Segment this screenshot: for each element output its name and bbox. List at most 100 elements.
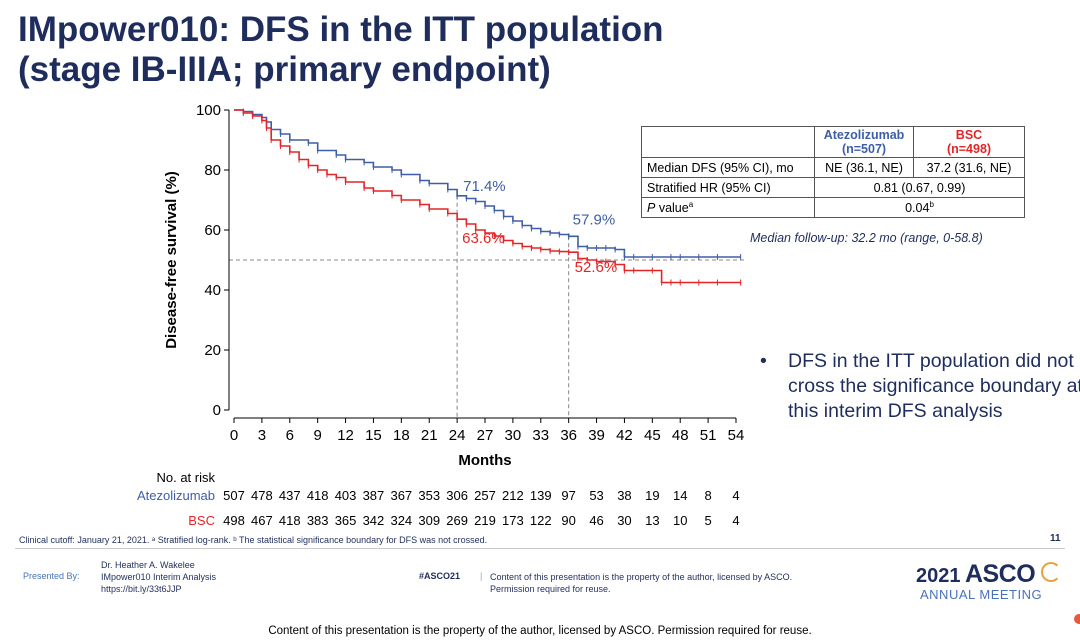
- risk-value: 383: [307, 513, 329, 528]
- risk-value: 309: [418, 513, 440, 528]
- pvalue-number: 0.04: [905, 201, 930, 216]
- risk-value: 269: [446, 513, 468, 528]
- corner-dot-icon: [1074, 614, 1080, 624]
- median-label: Median DFS (95% CI), mo: [641, 157, 815, 178]
- bullet-icon: •: [760, 350, 767, 372]
- x-tick-label-36: 36: [560, 427, 577, 444]
- y-tick-label-0: 0: [213, 402, 221, 419]
- y-tick-label-40: 40: [204, 282, 221, 299]
- stats-header-atezolizumab: Atezolizumab (n=507): [814, 126, 914, 158]
- asco-logo: 2021 ASCO ANNUAL MEETING: [916, 560, 1066, 602]
- x-tick-label-51: 51: [700, 427, 717, 444]
- risk-value: 10: [673, 513, 687, 528]
- risk-value: 367: [390, 488, 412, 503]
- x-tick-label-18: 18: [393, 427, 410, 444]
- pvalue-label: P valuea: [641, 197, 815, 218]
- atz-header: Atezolizumab: [823, 128, 905, 142]
- stats-header-row: Atezolizumab (n=507) BSC (n=498): [641, 126, 1025, 158]
- median-bsc: 37.2 (31.6, NE): [913, 157, 1025, 178]
- stats-row-median: Median DFS (95% CI), mo NE (36.1, NE) 37…: [641, 157, 1025, 178]
- page-number: 11: [1050, 533, 1061, 544]
- hashtag: #ASCO21: [419, 571, 461, 581]
- x-tick-label-9: 9: [313, 427, 321, 444]
- presenter-info: Dr. Heather A. Wakelee IMpower010 Interi…: [101, 559, 216, 595]
- bsc-header: BSC: [955, 128, 983, 142]
- pvalue-p: P: [647, 201, 656, 216]
- risk-value: 387: [363, 488, 385, 503]
- stats-header-bsc: BSC (n=498): [913, 126, 1025, 158]
- logo-year: 2021: [916, 565, 961, 587]
- slide: IMpower010: DFS in the ITT population (s…: [15, 10, 1080, 624]
- risk-value: 212: [502, 488, 524, 503]
- risk-value: 5: [704, 513, 711, 528]
- risk-value: 53: [589, 488, 603, 503]
- stats-row-hr: Stratified HR (95% CI) 0.81 (0.67, 0.99): [641, 177, 1025, 198]
- risk-value: 97: [561, 488, 575, 503]
- content-note-line2: Permission required for reuse.: [490, 584, 611, 594]
- x-tick-label-12: 12: [337, 427, 354, 444]
- chart-labels: 71.4% 57.9% 63.6% 52.6%: [462, 178, 617, 276]
- atz-n: (n=507): [841, 142, 887, 156]
- survival-label-atezolizumab-24: 71.4%: [463, 178, 506, 195]
- logo-word: ASCO: [964, 560, 1036, 588]
- risk-value: 403: [335, 488, 357, 503]
- risk-value: 342: [363, 513, 385, 528]
- risk-value: 4: [732, 513, 739, 528]
- y-tick-label-80: 80: [204, 162, 221, 179]
- risk-value: 8: [704, 488, 711, 503]
- x-tick-label-15: 15: [365, 427, 382, 444]
- risk-value: 467: [251, 513, 273, 528]
- survival-label-atezolizumab-36: 57.9%: [573, 211, 616, 228]
- x-tick-label-3: 3: [258, 427, 266, 444]
- risk-table-header: No. at risk: [156, 470, 215, 485]
- risk-value: 13: [645, 513, 659, 528]
- presenter-link[interactable]: https://bit.ly/33t6JJP: [101, 584, 182, 594]
- bullet-text: DFS in the ITT population did not cross …: [788, 350, 1080, 422]
- x-tick-label-30: 30: [505, 427, 522, 444]
- risk-value: 38: [617, 488, 631, 503]
- risk-value: 46: [589, 513, 603, 528]
- stats-table: Atezolizumab (n=507) BSC (n=498) Median …: [641, 126, 1025, 218]
- footer-divider: [15, 548, 1065, 549]
- x-tick-label-27: 27: [477, 427, 494, 444]
- risk-value: 139: [530, 488, 552, 503]
- risk-row-label-bsc: BSC: [188, 513, 215, 528]
- risk-value: 30: [617, 513, 631, 528]
- x-tick-label-33: 33: [532, 427, 549, 444]
- risk-value: 365: [335, 513, 357, 528]
- risk-value: 257: [474, 488, 496, 503]
- copyright-notice: Content of this presentation is the prop…: [268, 625, 812, 637]
- title-line-2: (stage IB-IIIA; primary endpoint): [18, 50, 551, 89]
- risk-value: 122: [530, 513, 552, 528]
- chart-reference-lines: [229, 195, 744, 418]
- hr-value: 0.81 (0.67, 0.99): [814, 177, 1025, 198]
- bsc-n: (n=498): [946, 142, 992, 156]
- slide-title: IMpower010: DFS in the ITT population (s…: [18, 10, 664, 90]
- stats-header-blank: [641, 126, 815, 158]
- x-tick-label-45: 45: [644, 427, 661, 444]
- y-axis-title: Disease-free survival (%): [163, 171, 180, 349]
- risk-value: 507: [223, 488, 245, 503]
- hr-label: Stratified HR (95% CI): [641, 177, 815, 198]
- risk-value: 498: [223, 513, 245, 528]
- risk-value: 173: [502, 513, 524, 528]
- risk-value: 306: [446, 488, 468, 503]
- y-tick-label-20: 20: [204, 342, 221, 359]
- survival-label-bsc-36: 52.6%: [575, 259, 618, 276]
- x-tick-label-24: 24: [449, 427, 466, 444]
- y-tick-label-100: 100: [196, 102, 221, 119]
- x-tick-label-48: 48: [672, 427, 689, 444]
- chart-series: [234, 108, 742, 286]
- x-tick-label-42: 42: [616, 427, 633, 444]
- risk-table: No. at risk Atezolizumab 507 478 437 418 403 38…: [137, 470, 740, 528]
- stats-row-pvalue: P valuea 0.04b: [641, 197, 1025, 218]
- pvalue-value: 0.04b: [814, 197, 1025, 218]
- pvalue-value-sup: b: [929, 199, 934, 209]
- pvalue-sup: a: [688, 199, 694, 209]
- x-axis-title: Months: [458, 452, 511, 469]
- risk-value: 418: [279, 513, 301, 528]
- risk-row-label-atezolizumab: Atezolizumab: [137, 488, 215, 503]
- title-line-1: IMpower010: DFS in the ITT population: [18, 10, 664, 49]
